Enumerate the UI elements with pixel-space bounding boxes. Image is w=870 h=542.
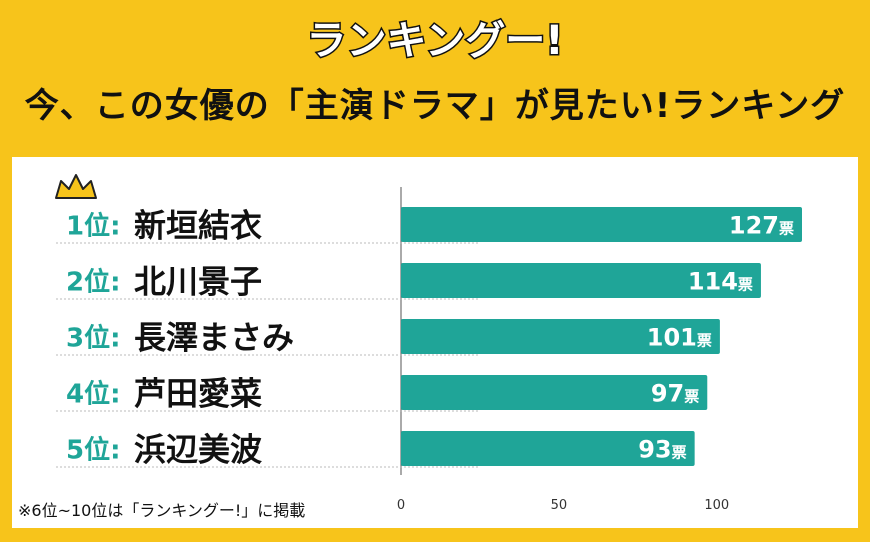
rank-label: 2位: — [66, 267, 121, 298]
category-label: 長澤まさみ — [134, 319, 294, 357]
bar — [401, 431, 695, 466]
rank-label: 5位: — [66, 435, 121, 466]
bar — [401, 319, 720, 354]
bar — [401, 207, 802, 242]
data-label: 114票 — [688, 268, 753, 296]
logo-text: ランキングー! — [306, 18, 563, 64]
bar — [401, 375, 708, 410]
site-logo: ランキングー! — [0, 6, 870, 70]
chart-panel: 1位: 新垣結衣 127票 2位: 北川景子 114票 3位: 長澤まさみ 101票 4位: 芦田愛… — [12, 157, 858, 528]
category-label: 浜辺美波 — [134, 431, 262, 469]
data-label: 101票 — [647, 324, 712, 352]
page-title: 今、この女優の「主演ドラマ」が見たい!ランキング — [24, 86, 846, 126]
ranking-bar-chart: 1位: 新垣結衣 127票 2位: 北川景子 114票 3位: 長澤まさみ 101票 4位: 芦田愛… — [18, 174, 802, 520]
data-label: 97票 — [651, 380, 699, 408]
data-label: 127票 — [729, 212, 794, 240]
x-tick-label: 50 — [551, 498, 568, 513]
rank-label: 3位: — [66, 323, 121, 354]
rank-label: 4位: — [66, 379, 121, 410]
data-label: 93票 — [638, 436, 686, 464]
bar — [401, 263, 761, 298]
footnote: ※6位~10位は「ランキングー!」に掲載 — [18, 501, 305, 520]
rank-label: 1位: — [66, 211, 121, 242]
crown-icon — [55, 174, 97, 199]
x-tick-label: 100 — [704, 498, 729, 513]
category-label: 新垣結衣 — [134, 207, 262, 245]
x-tick-label: 0 — [397, 498, 405, 513]
category-label: 北川景子 — [134, 263, 262, 301]
category-label: 芦田愛菜 — [134, 375, 262, 413]
